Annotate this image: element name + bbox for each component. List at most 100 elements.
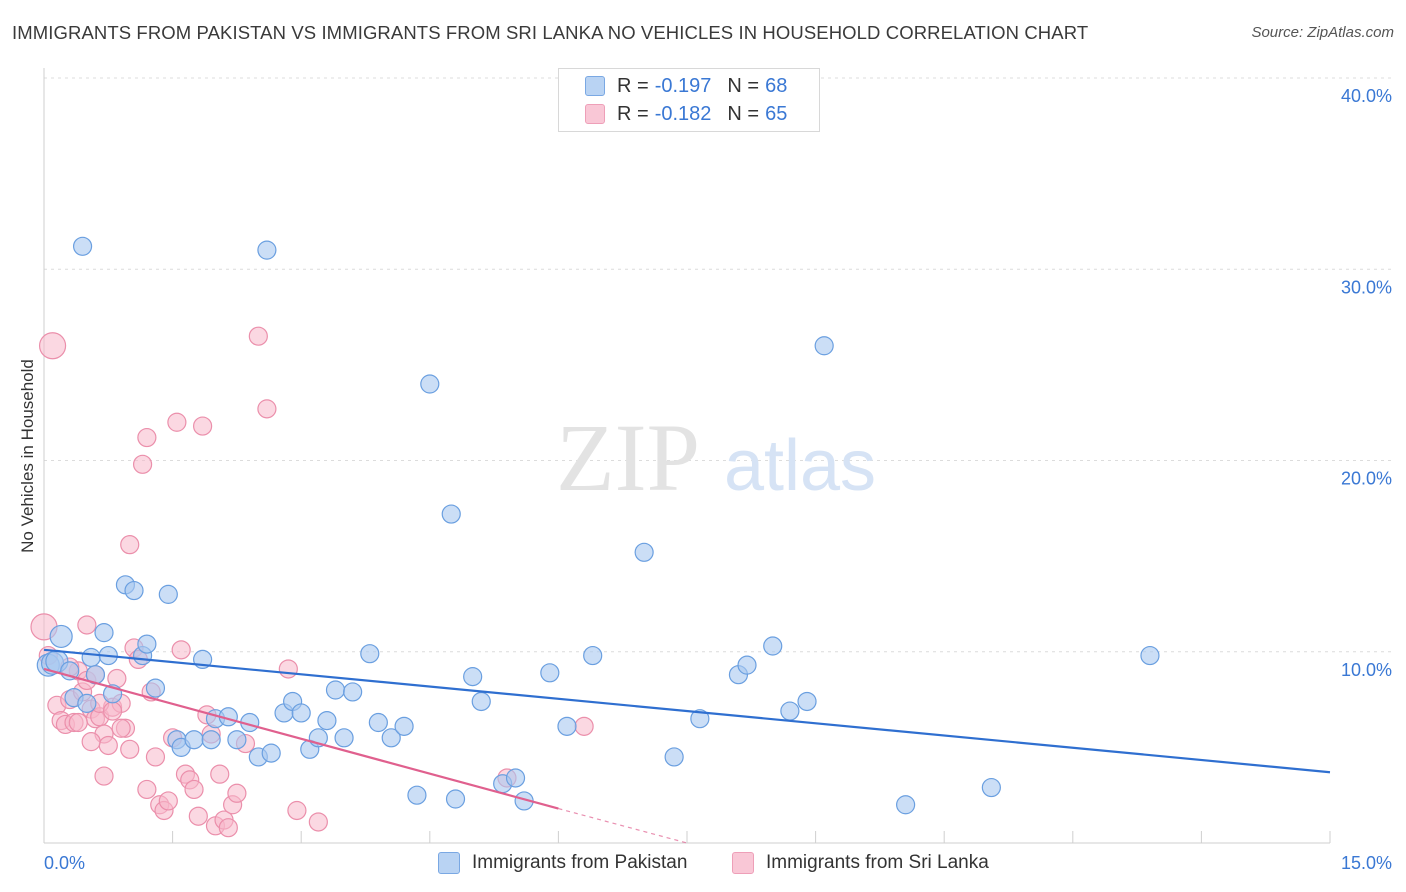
y-tick-label: 20.0% xyxy=(1341,469,1392,489)
srilanka-point xyxy=(308,812,328,832)
legend-r-label: R = xyxy=(617,74,649,97)
pakistan-point xyxy=(124,580,144,601)
pakistan-point xyxy=(505,768,526,788)
srilanka-point xyxy=(574,716,594,736)
pakistan-point xyxy=(814,336,834,356)
x-tick-label: 15.0% xyxy=(1341,853,1392,873)
series-legend-pakistan: Immigrants from Pakistan xyxy=(438,852,687,874)
pakistan-point xyxy=(441,504,461,524)
pakistan-point xyxy=(634,542,654,562)
srilanka-point xyxy=(218,818,238,838)
pakistan-point xyxy=(77,693,97,713)
pakistan-point xyxy=(981,777,1001,798)
pakistan-point xyxy=(145,678,166,698)
srilanka-point xyxy=(132,454,153,474)
pakistan-point xyxy=(780,701,800,721)
srilanka-point xyxy=(38,332,67,360)
series-legend-swatch-pakistan xyxy=(438,852,460,874)
srilanka-point xyxy=(98,735,118,756)
legend-n-label: N = xyxy=(727,102,760,125)
legend-r-value: -0.197 xyxy=(654,74,712,97)
legend-row-pakistan: R = -0.197 N = 68 xyxy=(585,73,787,99)
srilanka-point xyxy=(158,791,178,811)
chart-title: IMMIGRANTS FROM PAKISTAN VS IMMIGRANTS F… xyxy=(12,22,1089,43)
srilanka-point xyxy=(193,416,213,436)
x-tick-label: 0.0% xyxy=(44,853,85,873)
pakistan-point xyxy=(360,644,380,664)
srilanka-point xyxy=(137,427,157,448)
y-axis-label: No Vehicles in Household xyxy=(18,359,37,553)
legend-swatch-srilanka xyxy=(585,104,605,124)
series-legend-label-srilanka: Immigrants from Sri Lanka xyxy=(766,852,989,873)
pakistan-point xyxy=(137,634,157,654)
y-tick-label: 30.0% xyxy=(1341,277,1392,297)
pakistan-point xyxy=(896,795,916,815)
trend-line-srilanka xyxy=(43,667,559,810)
srilanka-point xyxy=(81,732,101,752)
srilanka-point xyxy=(184,779,204,800)
pakistan-point xyxy=(1140,645,1160,666)
pakistan-point xyxy=(445,789,466,809)
trend-line-pakistan xyxy=(43,648,1331,774)
srilanka-point xyxy=(210,764,230,784)
pakistan-point xyxy=(325,680,346,700)
pakistan-point xyxy=(49,624,73,649)
srilanka-point xyxy=(94,766,114,786)
pakistan-point xyxy=(291,703,311,723)
gridlines xyxy=(44,77,1392,653)
source-label: Source: ZipAtlas.com xyxy=(1251,24,1394,41)
srilanka-point xyxy=(120,739,140,759)
pakistan-point xyxy=(94,623,114,643)
axes xyxy=(43,68,1331,844)
legend-swatch-pakistan xyxy=(585,76,605,96)
pakistan-point xyxy=(72,236,93,256)
y-tick-label: 10.0% xyxy=(1341,660,1392,680)
srilanka-point xyxy=(287,800,307,821)
pakistan-point xyxy=(763,636,783,656)
pakistan-point xyxy=(184,730,204,750)
srilanka-point xyxy=(137,779,157,800)
srilanka-point xyxy=(171,640,191,660)
legend-n-value: 65 xyxy=(765,102,788,125)
pakistan-point xyxy=(557,716,577,736)
pakistan-point xyxy=(690,709,710,729)
srilanka-point xyxy=(257,399,277,419)
pakistan-point xyxy=(317,710,337,731)
pakistan-point xyxy=(158,584,178,604)
legend-row-srilanka: R = -0.182 N = 65 xyxy=(585,101,787,127)
pakistan-point xyxy=(394,716,414,736)
pakistan-point xyxy=(420,374,440,394)
pakistan-point xyxy=(381,728,401,748)
pakistan-point xyxy=(343,682,363,702)
pakistan-point xyxy=(201,730,221,750)
pakistan-point xyxy=(737,655,757,675)
series-legend-label-pakistan: Immigrants from Pakistan xyxy=(472,852,688,873)
y-tick-label: 40.0% xyxy=(1341,86,1392,106)
watermark-zip: ZIP xyxy=(556,404,700,511)
legend-r-label: R = xyxy=(617,102,649,125)
pakistan-point xyxy=(261,743,281,763)
pakistan-point xyxy=(471,691,491,712)
trend-lines xyxy=(43,648,1331,844)
legend-n-value: 68 xyxy=(765,74,788,97)
series-legend-swatch-srilanka xyxy=(732,852,754,874)
srilanka-point xyxy=(278,659,298,679)
legend-r-value: -0.182 xyxy=(654,102,712,125)
pakistan-point xyxy=(583,645,603,666)
legend-n-label: N = xyxy=(727,74,760,97)
srilanka-point xyxy=(102,701,123,721)
pakistan-point xyxy=(664,747,684,767)
srilanka-point xyxy=(120,535,140,555)
srilanka-point xyxy=(111,718,131,738)
srilanka-point xyxy=(188,806,208,826)
series-legend-srilanka: Immigrants from Sri Lanka xyxy=(732,852,989,874)
pakistan-point xyxy=(797,691,817,712)
pakistan-point xyxy=(257,240,277,260)
srilanka-point xyxy=(227,783,247,803)
srilanka-point xyxy=(145,747,166,767)
tick-labels: 10.0% 20.0% 30.0% 40.0% 0.0% 15.0% xyxy=(44,86,1392,873)
srilanka-point xyxy=(248,326,268,346)
pakistan-point xyxy=(81,647,101,668)
srilanka-point xyxy=(68,712,88,733)
